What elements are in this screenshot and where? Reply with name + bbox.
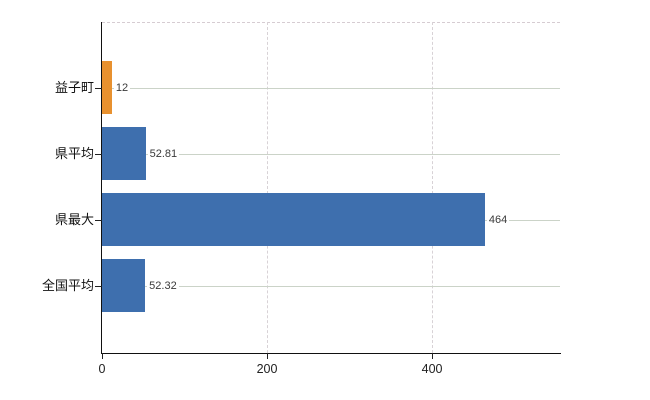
category-gridline	[102, 154, 560, 155]
category-label: 県平均	[54, 146, 94, 161]
bar-3	[102, 193, 485, 246]
category-label: 全国平均	[41, 278, 94, 293]
bar-1	[102, 61, 112, 114]
x-tick-label: 0	[98, 362, 106, 376]
value-label: 464	[486, 213, 510, 227]
bar-4	[102, 259, 146, 312]
y-axis-line	[101, 22, 102, 353]
value-label: 52.32	[147, 279, 179, 293]
x-tick-label: 200	[256, 362, 278, 376]
x-axis-tick	[432, 353, 434, 359]
x-axis-tick	[102, 353, 103, 359]
x-gridline	[432, 22, 434, 353]
y-axis-tick	[95, 220, 102, 221]
y-axis-tick	[95, 154, 102, 155]
category-label: 益子町	[54, 80, 94, 95]
x-axis-tick	[267, 353, 269, 359]
plot-area: 0 200 400 益子町 12 県平均 52.81 県最大 464 全国平均 52.32	[42, 22, 561, 376]
x-gridline	[267, 22, 269, 353]
y-axis-tick	[95, 88, 102, 89]
value-label: 52.81	[147, 147, 180, 161]
x-tick-label: 400	[421, 362, 443, 376]
category-gridline	[102, 286, 560, 287]
y-axis-tick	[95, 286, 102, 287]
x-axis-line	[101, 353, 561, 354]
value-label: 12	[113, 81, 131, 95]
bar-2	[102, 127, 146, 180]
category-label: 県最大	[54, 212, 94, 227]
category-gridline	[102, 88, 560, 89]
plot-top-border	[102, 22, 560, 23]
